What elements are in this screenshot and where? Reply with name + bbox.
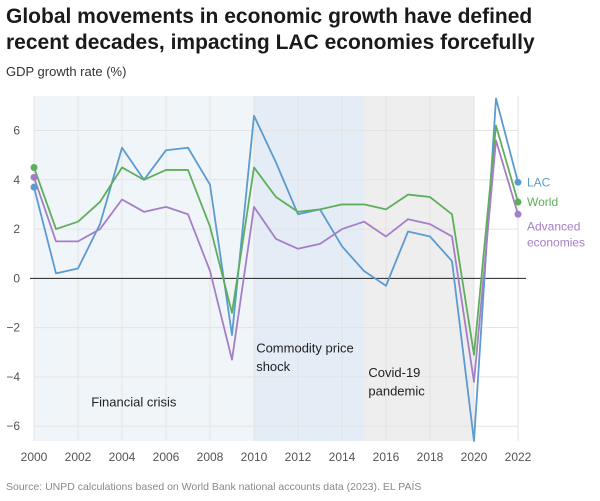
annotation-covid-line1: Covid-19 [368, 365, 420, 380]
series-label-world: World [527, 195, 558, 209]
x-tick-label: 2012 [285, 450, 312, 464]
annotations: Financial crisis Commodity price shock C… [91, 340, 425, 409]
annotation-commodity-shock-line1: Commodity price [256, 340, 354, 355]
shaded-period-2 [364, 96, 474, 441]
shaded-period-0 [34, 96, 254, 441]
y-tick-label: 6 [13, 124, 20, 138]
annotation-covid-line2: pandemic [368, 383, 425, 398]
chart-subtitle: GDP growth rate (%) [6, 64, 127, 79]
series-label-advanced-line1: Advanced [527, 220, 580, 234]
y-tick-label: −4 [6, 370, 20, 384]
x-tick-label: 2022 [505, 450, 532, 464]
series-start-dot-lac [30, 183, 38, 191]
series-end-dot-world [514, 198, 522, 206]
series-labels: LAC World Advanced economies [527, 175, 585, 249]
annotation-financial-crisis: Financial crisis [91, 395, 177, 410]
x-tick-label: 2002 [65, 450, 92, 464]
shaded-period-1 [254, 96, 364, 441]
y-tick-label: 0 [13, 271, 20, 285]
annotation-commodity-shock-line2: shock [256, 359, 290, 374]
source-note: Source: UNPD calculations based on World… [6, 481, 422, 493]
y-tick-label: 4 [13, 173, 20, 187]
y-tick-label: −6 [6, 419, 20, 433]
series-start-dot-advanced [30, 173, 38, 181]
series-end-dot-advanced [514, 210, 522, 218]
y-tick-label: −2 [6, 321, 20, 335]
series-line-world [33, 124, 519, 356]
x-tick-label: 2014 [329, 450, 356, 464]
series-line-lac [33, 97, 519, 442]
y-axis-ticks: 6 4 2 0 −2 −4 −6 [6, 124, 20, 434]
x-tick-label: 2008 [197, 450, 224, 464]
series-endpoints [30, 163, 522, 218]
x-tick-label: 2000 [21, 450, 48, 464]
x-tick-label: 2004 [109, 450, 136, 464]
series-lines [33, 97, 519, 442]
x-tick-label: 2016 [373, 450, 400, 464]
x-axis-ticks: 2000 2002 2004 2006 2008 2010 2012 2014 2016 2018… [21, 450, 532, 464]
series-label-advanced-line2: economies [527, 236, 585, 250]
shaded-periods [34, 96, 474, 441]
series-start-dot-world [30, 163, 38, 171]
x-tick-label: 2018 [417, 450, 444, 464]
series-end-dot-lac [514, 178, 522, 186]
series-label-lac: LAC [527, 175, 551, 189]
x-tick-label: 2006 [153, 450, 180, 464]
series-line-advanced [33, 139, 519, 383]
x-tick-label: 2020 [461, 450, 488, 464]
y-tick-label: 2 [13, 222, 20, 236]
x-tick-label: 2010 [241, 450, 268, 464]
chart-title: Global movements in economic growth have… [6, 5, 535, 54]
